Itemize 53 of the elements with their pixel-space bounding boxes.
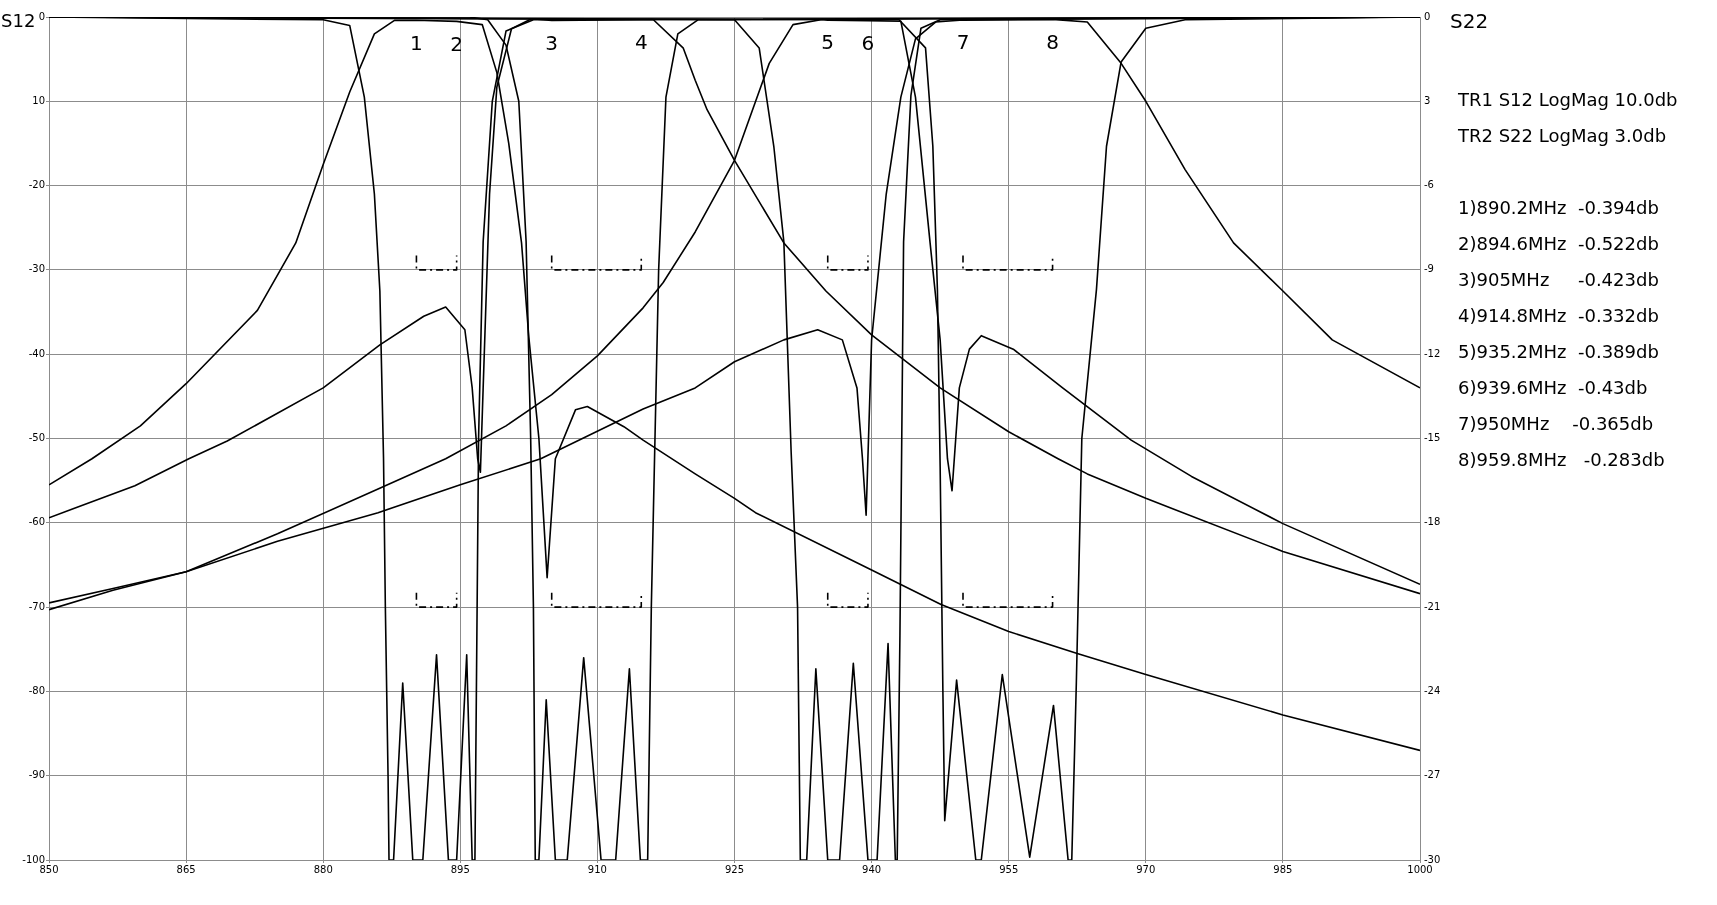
x-tick-label: 865 [176,863,196,875]
text: 6)939.6MHz -0.43db [1458,376,1649,400]
y2-tick-label: -15 [1424,432,1441,444]
annotation: 7 [956,30,970,55]
y2-tick-label: -21 [1424,600,1441,612]
text: TR1 S12 LogMag 10.0db [1458,88,1678,112]
y2-tick-label: -30 [1424,853,1441,865]
y-tick-label: 10 [32,94,45,106]
x-tick-label: 970 [1136,863,1156,875]
x-tick-label: 1000 [1407,863,1433,875]
y-tick-label: -30 [28,263,45,275]
x-tick-label: 985 [1273,863,1293,875]
y2-tick-label: 0 [1424,10,1431,22]
y2-tick-label: -12 [1424,347,1441,359]
y-tick-label: -90 [28,769,45,781]
y2-tick-label: -6 [1424,179,1434,191]
y-tick-label: 0 [38,10,45,22]
y-tick-label: -80 [28,684,45,696]
x-tick-label: 880 [313,863,333,875]
x-tick-label: 940 [862,863,882,875]
y2-tick-label: -9 [1424,263,1434,275]
y-axis-title: S12 [1,9,36,31]
y2-tick-label: -24 [1424,684,1441,696]
x-tick-label: 850 [39,863,59,875]
annotation: 3 [545,30,559,55]
text: 7)950MHz -0.365db [1458,412,1655,436]
annotation: 2 [450,31,464,56]
text: 8)959.8MHz -0.283db [1458,448,1666,472]
text: 4)914.8MHz -0.332db [1458,304,1660,328]
text: 3)905MHz -0.423db [1458,268,1660,292]
annotation: 5 [821,30,835,55]
text: 2)894.6MHz -0.522db [1458,232,1660,256]
y2-tick-label: 3 [1424,94,1431,106]
annotation: 4 [634,30,648,54]
text: TR2 S22 LogMag 3.0db [1458,124,1668,148]
y-tick-label: -60 [28,516,45,528]
y2-tick-label: -27 [1424,769,1441,781]
x-tick-label: 910 [587,863,607,875]
y-tick-label: -20 [28,179,45,191]
y-tick-label: -100 [22,853,45,865]
text: 1)890.2MHz -0.394db [1458,196,1660,220]
annotation: 6 [861,30,875,55]
x-tick-label: 955 [999,863,1019,875]
y2-tick-label: -18 [1424,516,1441,528]
annotation: 8 [1046,29,1059,54]
text: 5)935.2MHz -0.389db [1458,340,1660,364]
y-tick-label: -40 [28,347,45,359]
annotation: 1 [410,30,423,55]
y-tick-label: -50 [28,432,45,444]
x-tick-label: 895 [450,863,470,875]
x-tick-label: 925 [724,863,745,875]
y-tick-label: -70 [28,600,45,612]
y2-axis-title: S22 [1450,9,1489,34]
